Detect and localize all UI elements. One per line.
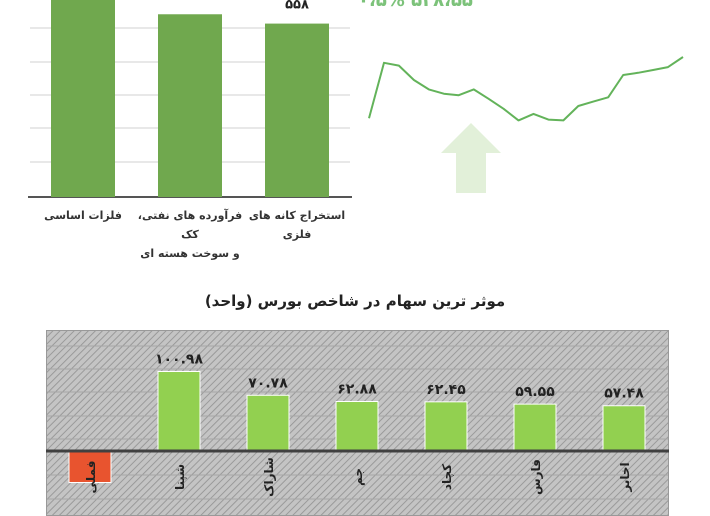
- bar: [68, 450, 112, 483]
- data-label: ۶۲.۴۵: [426, 382, 466, 398]
- category-label-line: و سوخت هسته ای: [140, 247, 240, 260]
- data-label: ۵۵۸: [285, 0, 309, 13]
- bar: [158, 14, 222, 197]
- category-label: استخراج کانه های فلزی: [237, 206, 357, 244]
- category-label: شپنا: [173, 464, 187, 490]
- category-label-line: استخراج کانه های: [248, 209, 346, 222]
- index-line-chart: [368, 56, 684, 193]
- category-label-line: فلزی: [282, 228, 312, 241]
- category-label: فملی: [84, 461, 98, 494]
- index-value-text: ۵۲۸،۵۵ ۰،۵%: [358, 0, 473, 11]
- category-label-line: فلزات اساسی: [44, 209, 122, 222]
- bar: [513, 403, 557, 452]
- bar: [424, 401, 468, 452]
- category-label: کچاد: [440, 464, 454, 490]
- category-label: فارس: [529, 459, 543, 495]
- data-label: ۵۹.۵۵: [515, 384, 555, 400]
- data-label: ۷۰.۷۸: [248, 375, 288, 391]
- data-label: ۵۷.۴۸: [604, 386, 644, 402]
- bar: [335, 400, 379, 452]
- index-line: [368, 56, 684, 122]
- category-label: جم: [351, 468, 365, 486]
- category-label: اخابر: [618, 462, 632, 492]
- category-label: فرآورده های نفتی، کک و سوخت هسته ای: [130, 206, 250, 263]
- bar: [157, 371, 201, 452]
- category-label: فلزات اساسی: [23, 206, 143, 225]
- up-arrow-icon: [441, 123, 501, 193]
- bar: [246, 394, 290, 452]
- bar: [265, 23, 329, 197]
- top-stocks-bar-chart: ۵۷.۴۸ اخابر ۵۹.۵۵ فارس ۶۲.۴۵ کچاد ۶۲.۸۸ جم ۷۰.۷۸…: [46, 330, 669, 516]
- category-label-line: فرآورده های نفتی، کک: [137, 209, 243, 241]
- bar: [602, 405, 646, 452]
- data-label: ۱۰۰.۹۸: [155, 352, 203, 368]
- category-label: شاراک: [262, 457, 276, 497]
- bar: [51, 0, 115, 197]
- data-label: ۶۲.۸۸: [337, 381, 377, 397]
- bottom-chart-title: موثر ترین سهام در شاخص بورس (واحد): [204, 292, 506, 310]
- industry-bar-chart: ۵۵۸: [28, 0, 352, 198]
